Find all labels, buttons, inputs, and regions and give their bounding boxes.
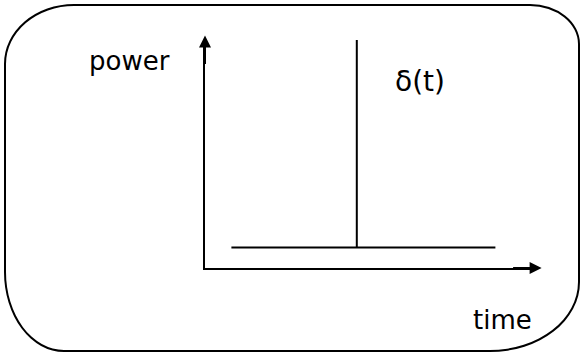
svg-text:δ(t): δ(t) xyxy=(395,65,445,98)
svg-text:power: power xyxy=(89,46,170,76)
svg-text:time: time xyxy=(473,305,532,335)
